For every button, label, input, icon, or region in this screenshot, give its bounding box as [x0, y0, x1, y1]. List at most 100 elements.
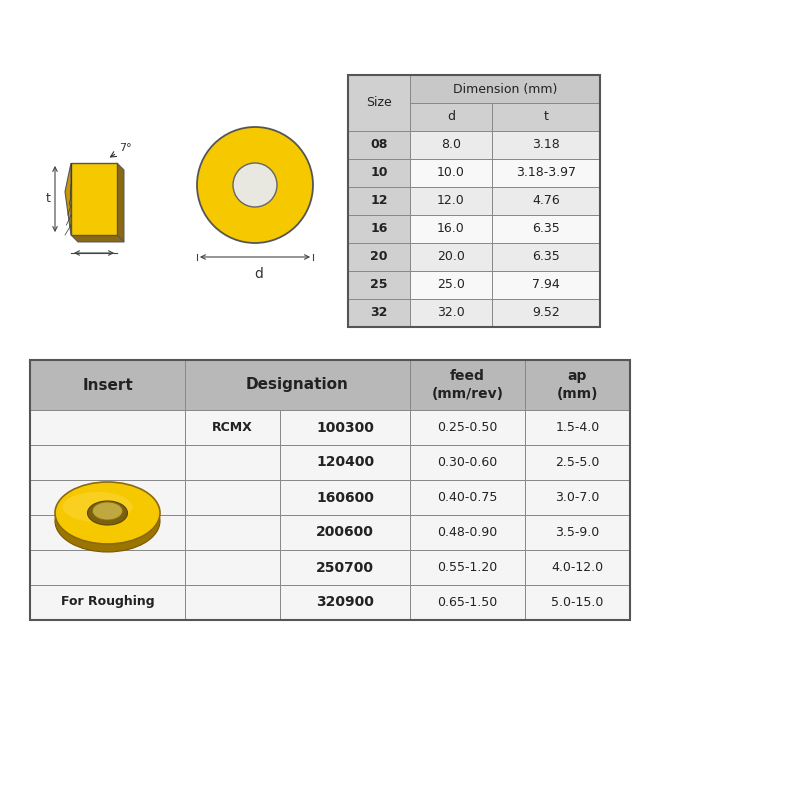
Text: 3.18: 3.18 [532, 138, 560, 151]
Bar [348, 299, 410, 327]
Bar [525, 445, 630, 480]
Circle shape [197, 127, 313, 243]
Bar [492, 215, 600, 243]
Text: 0.65-1.50: 0.65-1.50 [438, 596, 498, 609]
Text: 2.5-5.0: 2.5-5.0 [555, 456, 600, 469]
Bar [185, 360, 410, 410]
Text: 16: 16 [370, 222, 388, 235]
Text: Designation: Designation [246, 378, 349, 393]
Text: 9.52: 9.52 [532, 306, 560, 319]
Text: 25.0: 25.0 [437, 278, 465, 291]
Text: 4.76: 4.76 [532, 194, 560, 207]
Bar [30, 360, 630, 620]
Bar [525, 410, 630, 445]
Bar [410, 75, 600, 103]
Bar [410, 215, 492, 243]
Text: 32: 32 [370, 306, 388, 319]
Text: t: t [543, 110, 549, 123]
Text: 20: 20 [370, 250, 388, 263]
Text: 25: 25 [370, 278, 388, 291]
Bar [30, 445, 185, 480]
Bar [30, 515, 185, 550]
Text: Insert: Insert [82, 378, 133, 393]
Bar [492, 131, 600, 159]
Text: 1.5-4.0: 1.5-4.0 [555, 421, 600, 434]
Text: t: t [46, 193, 51, 206]
Bar [410, 131, 492, 159]
Text: 7°: 7° [119, 143, 132, 153]
Ellipse shape [55, 490, 160, 552]
Bar [492, 243, 600, 271]
Bar [280, 410, 410, 445]
Text: Size: Size [366, 97, 392, 110]
Bar [30, 585, 185, 620]
Ellipse shape [62, 492, 133, 522]
Bar [280, 550, 410, 585]
Ellipse shape [93, 502, 122, 520]
Text: 8.0: 8.0 [441, 138, 461, 151]
Text: 3.18-3.97: 3.18-3.97 [516, 166, 576, 179]
Text: 0.48-0.90: 0.48-0.90 [438, 526, 498, 539]
Bar [525, 480, 630, 515]
Bar [185, 480, 280, 515]
Text: 250700: 250700 [316, 561, 374, 574]
Bar [410, 243, 492, 271]
Text: 100300: 100300 [316, 421, 374, 434]
Bar [525, 550, 630, 585]
Bar [348, 215, 410, 243]
Bar [30, 550, 185, 585]
Text: 10: 10 [370, 166, 388, 179]
Bar [348, 271, 410, 299]
Bar [348, 159, 410, 187]
Bar [492, 187, 600, 215]
Bar [185, 585, 280, 620]
Text: 0.25-0.50: 0.25-0.50 [438, 421, 498, 434]
Polygon shape [71, 235, 124, 242]
Text: d: d [447, 110, 455, 123]
Text: 3.5-9.0: 3.5-9.0 [555, 526, 600, 539]
Text: 0.30-0.60: 0.30-0.60 [438, 456, 498, 469]
Text: For Roughing: For Roughing [61, 595, 154, 609]
Bar [348, 187, 410, 215]
Bar [185, 550, 280, 585]
Polygon shape [117, 163, 124, 242]
Text: 0.55-1.20: 0.55-1.20 [438, 561, 498, 574]
Bar [185, 445, 280, 480]
Bar [30, 360, 185, 410]
Text: 12: 12 [370, 194, 388, 207]
Bar [280, 480, 410, 515]
Text: 16.0: 16.0 [437, 222, 465, 235]
Bar [410, 271, 492, 299]
Circle shape [233, 163, 277, 207]
Bar [410, 515, 525, 550]
Text: 6.35: 6.35 [532, 222, 560, 235]
Bar [410, 445, 525, 480]
Text: 10.0: 10.0 [437, 166, 465, 179]
Bar [492, 159, 600, 187]
Bar [410, 187, 492, 215]
Bar [348, 75, 600, 327]
Text: d: d [254, 267, 263, 281]
Bar [492, 299, 600, 327]
Text: ap
(mm): ap (mm) [557, 370, 598, 401]
Bar [492, 103, 600, 131]
Bar [410, 299, 492, 327]
Bar [525, 585, 630, 620]
Bar [525, 515, 630, 550]
Bar [525, 360, 630, 410]
Text: 6.35: 6.35 [532, 250, 560, 263]
Bar [30, 480, 185, 515]
Text: Dimension (mm): Dimension (mm) [453, 82, 557, 95]
Bar [30, 410, 185, 445]
Bar [492, 271, 600, 299]
Text: 20.0: 20.0 [437, 250, 465, 263]
Bar [410, 103, 492, 131]
Text: 3.0-7.0: 3.0-7.0 [555, 491, 600, 504]
Text: 0.40-0.75: 0.40-0.75 [438, 491, 498, 504]
Text: 120400: 120400 [316, 455, 374, 470]
Polygon shape [65, 163, 71, 235]
Text: 32.0: 32.0 [437, 306, 465, 319]
Bar [410, 159, 492, 187]
Text: RCMX: RCMX [212, 421, 253, 434]
Text: 7.94: 7.94 [532, 278, 560, 291]
